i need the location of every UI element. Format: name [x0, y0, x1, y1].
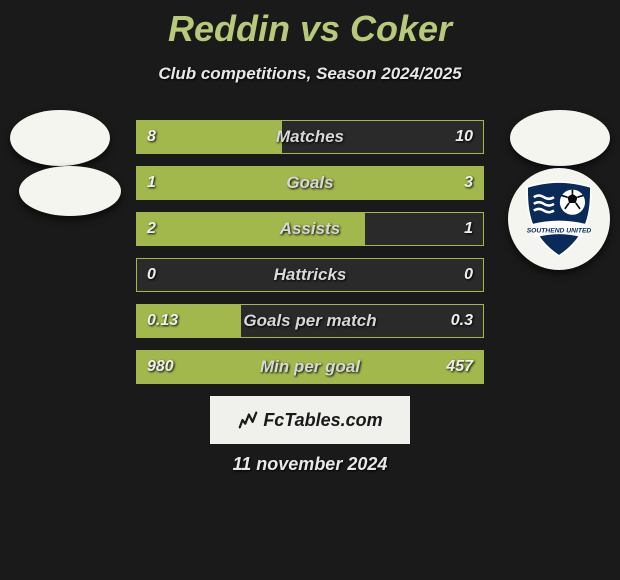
player-right-avatar: [510, 110, 610, 166]
fctables-label: FcTables.com: [263, 410, 382, 431]
stat-label: Matches: [137, 121, 483, 153]
stats-panel: 8Matches101Goals32Assists10Hattricks00.1…: [136, 120, 484, 396]
southend-badge-icon: SOUTHEND UNITED: [517, 177, 601, 261]
page-title: Reddin vs Coker: [0, 0, 620, 50]
stat-row: 0Hattricks0: [136, 258, 484, 292]
fctables-logo-icon: [237, 409, 259, 431]
stat-row: 8Matches10: [136, 120, 484, 154]
stat-row: 1Goals3: [136, 166, 484, 200]
stat-label: Goals per match: [137, 305, 483, 337]
stat-row: 2Assists1: [136, 212, 484, 246]
stat-value-right: 457: [446, 351, 473, 383]
stat-row: 0.13Goals per match0.3: [136, 304, 484, 338]
club-left-avatar: [19, 166, 121, 216]
player-left-avatar: [10, 110, 110, 166]
stat-value-right: 1: [464, 213, 473, 245]
svg-text:SOUTHEND UNITED: SOUTHEND UNITED: [527, 227, 592, 234]
stat-label: Assists: [137, 213, 483, 245]
stat-label: Min per goal: [137, 351, 483, 383]
stat-value-right: 0.3: [451, 305, 473, 337]
stat-row: 980Min per goal457: [136, 350, 484, 384]
stat-value-right: 10: [455, 121, 473, 153]
stat-value-right: 0: [464, 259, 473, 291]
stat-label: Hattricks: [137, 259, 483, 291]
fctables-watermark: FcTables.com: [210, 396, 410, 444]
subtitle: Club competitions, Season 2024/2025: [0, 64, 620, 84]
stat-value-right: 3: [464, 167, 473, 199]
stat-label: Goals: [137, 167, 483, 199]
club-right-badge: SOUTHEND UNITED: [508, 168, 610, 270]
date-text: 11 november 2024: [0, 454, 620, 475]
